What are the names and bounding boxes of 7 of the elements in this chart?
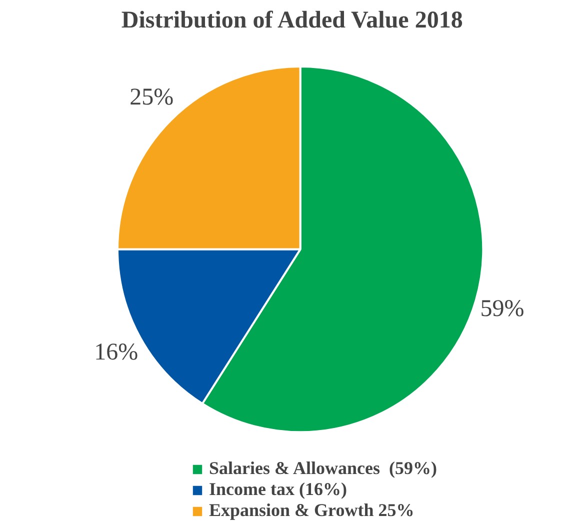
data-label: 59% <box>480 296 524 322</box>
legend-label: Salaries & Allowances (59%) <box>209 458 437 479</box>
legend-label: Income tax (16%) <box>209 479 347 500</box>
data-label: 25% <box>130 84 174 111</box>
legend-label: Expansion & Growth 25% <box>209 500 414 521</box>
data-label: 16% <box>94 340 138 366</box>
chart-title: Distribution of Added Value 2018 <box>121 8 463 34</box>
